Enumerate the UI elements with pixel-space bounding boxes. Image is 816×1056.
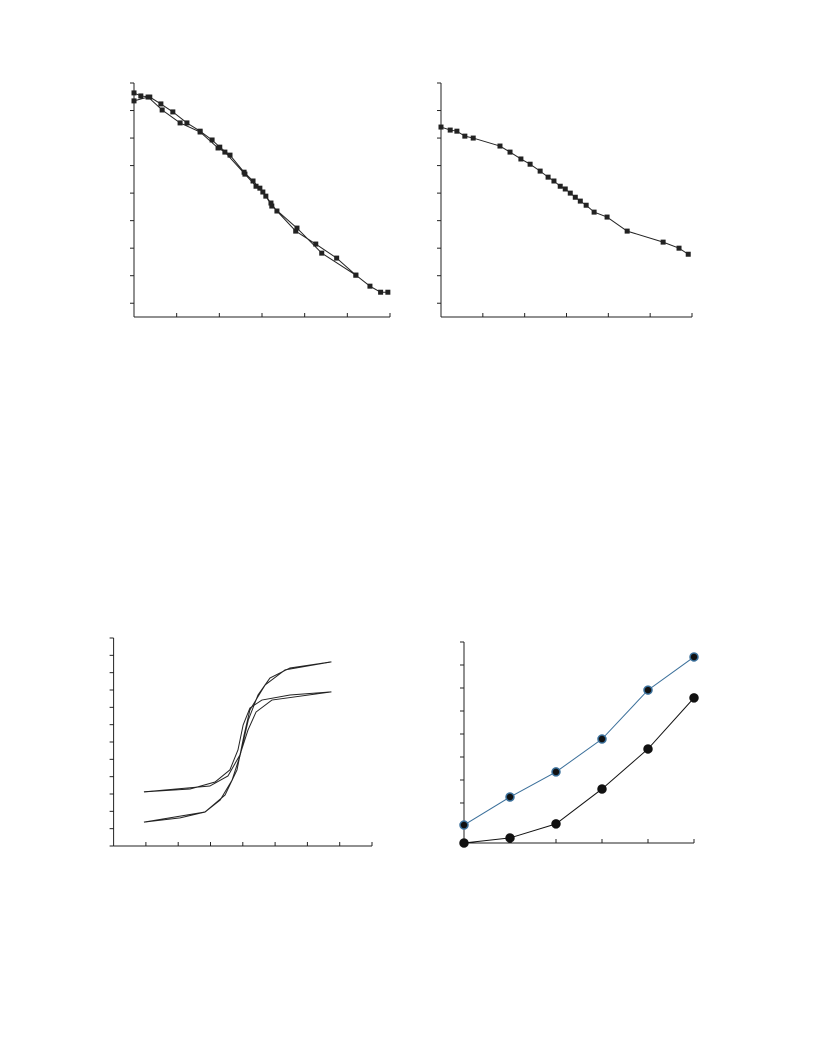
marker	[293, 228, 299, 234]
marker	[138, 93, 144, 99]
marker	[459, 820, 469, 830]
marker	[268, 200, 274, 206]
marker	[319, 250, 325, 256]
marker	[537, 168, 543, 174]
marker	[222, 149, 228, 155]
marker	[562, 186, 568, 192]
marker	[274, 208, 280, 214]
marker	[597, 784, 607, 794]
marker	[367, 283, 373, 289]
marker	[572, 194, 578, 200]
marker	[551, 819, 561, 829]
marker	[557, 183, 563, 189]
marker	[551, 178, 557, 184]
marker	[260, 189, 266, 195]
series-line	[463, 697, 695, 844]
marker	[158, 101, 164, 107]
marker	[385, 289, 391, 295]
marker	[545, 174, 551, 180]
marker	[676, 245, 682, 251]
marker	[470, 135, 476, 141]
marker	[597, 734, 607, 744]
marker	[215, 145, 221, 151]
marker	[685, 251, 691, 257]
marker	[257, 185, 263, 191]
marker	[497, 143, 503, 149]
marker	[604, 214, 610, 220]
marker	[689, 693, 699, 703]
marker	[334, 255, 340, 261]
marker	[459, 838, 469, 848]
series-line	[143, 691, 332, 793]
marker	[197, 129, 203, 135]
marker	[462, 133, 468, 139]
series-line	[143, 691, 332, 793]
marker	[624, 228, 630, 234]
marker	[227, 152, 233, 158]
marker	[159, 107, 165, 113]
marker	[145, 94, 151, 100]
marker	[643, 744, 653, 754]
marker	[170, 109, 176, 115]
marker	[591, 209, 597, 215]
marker	[131, 90, 137, 96]
marker	[527, 161, 533, 167]
marker	[313, 241, 319, 247]
series-line	[143, 661, 332, 823]
marker	[660, 239, 666, 245]
marker	[577, 198, 583, 204]
marker	[250, 178, 256, 184]
marker	[209, 137, 215, 143]
marker	[177, 120, 183, 126]
marker	[551, 767, 561, 777]
marker	[353, 272, 359, 278]
marker	[253, 183, 259, 189]
marker	[583, 202, 589, 208]
marker	[454, 128, 460, 134]
marker	[131, 98, 137, 104]
series-line	[133, 96, 357, 276]
marker	[378, 289, 384, 295]
marker	[505, 792, 515, 802]
series-line	[463, 656, 695, 826]
marker	[447, 127, 453, 133]
marker	[507, 149, 513, 155]
marker	[438, 124, 444, 130]
series-line	[143, 661, 332, 823]
marker	[505, 833, 515, 843]
marker	[184, 120, 190, 126]
marker	[567, 190, 573, 196]
marker	[269, 203, 275, 209]
marker	[643, 685, 653, 695]
marker	[242, 171, 248, 177]
marker	[689, 652, 699, 662]
marker	[294, 225, 300, 231]
marker	[518, 156, 524, 162]
